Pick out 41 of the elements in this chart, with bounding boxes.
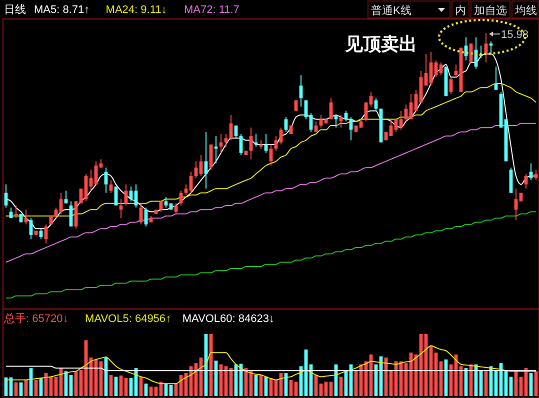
bar bbox=[294, 382, 298, 396]
candlestick bbox=[249, 127, 253, 160]
text: 内 bbox=[455, 4, 466, 17]
candlestick bbox=[279, 127, 283, 145]
candlestick bbox=[29, 218, 33, 240]
text: MA24: 9.11↓ bbox=[106, 4, 167, 16]
text: MAVOL5: 64956↑ bbox=[85, 313, 172, 325]
text: 加自选 bbox=[474, 4, 507, 17]
text: 均线 bbox=[514, 4, 537, 17]
candlestick bbox=[494, 66, 498, 90]
candlestick bbox=[224, 133, 228, 148]
text: MAVOL60: 84623↓ bbox=[182, 313, 274, 325]
candlestick bbox=[264, 133, 268, 154]
candlestick bbox=[54, 207, 58, 219]
chart-title: 日线 bbox=[4, 3, 26, 16]
candlestick bbox=[174, 202, 178, 214]
candlestick bbox=[139, 202, 143, 225]
candlestick bbox=[184, 184, 188, 196]
bar bbox=[154, 386, 158, 396]
bar bbox=[149, 386, 153, 396]
candlestick bbox=[314, 120, 318, 132]
candlestick bbox=[339, 114, 343, 128]
candlestick bbox=[319, 114, 323, 128]
annotation: 15.98 bbox=[501, 29, 529, 41]
candlestick bbox=[64, 190, 68, 204]
candlestick bbox=[134, 184, 138, 208]
text: MA72: 11.7 bbox=[184, 4, 240, 16]
bar bbox=[329, 382, 333, 396]
bar bbox=[324, 382, 328, 396]
candlestick bbox=[79, 188, 83, 204]
text: MA5: 8.71↑ bbox=[34, 4, 90, 16]
annotation: 见顶卖出 bbox=[344, 34, 417, 55]
text: 普通K线 bbox=[371, 4, 412, 17]
candlestick bbox=[59, 192, 63, 214]
candlestick bbox=[509, 167, 513, 194]
candlestick bbox=[124, 184, 128, 206]
candlestick bbox=[144, 207, 148, 227]
text: 总手: 65720↓ bbox=[3, 312, 68, 325]
candlestick bbox=[24, 209, 28, 225]
candlestick bbox=[269, 144, 273, 166]
candlestick bbox=[39, 228, 43, 240]
